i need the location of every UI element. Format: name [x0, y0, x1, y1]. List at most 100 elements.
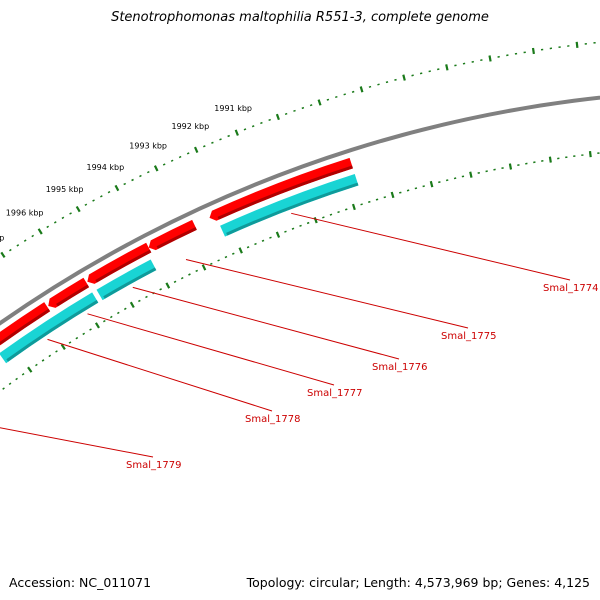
- ruler-minor-tick: [109, 315, 113, 319]
- ruler-tick-label: 1996 kbp: [6, 209, 44, 218]
- ruler-minor-tick: [75, 336, 79, 340]
- ruler-minor-tick: [16, 244, 20, 247]
- gene-track: [0, 157, 359, 364]
- ruler-minor-tick: [224, 255, 228, 259]
- ruler-minor-tick: [301, 106, 305, 110]
- ruler-minor-tick: [61, 216, 65, 220]
- outer-ruler: [0, 41, 596, 259]
- ruler-minor-tick: [211, 141, 214, 144]
- ruler-tick-label: 1994 kbp: [87, 163, 125, 172]
- gene-label[interactable]: Smal_1778: [245, 414, 300, 425]
- ruler-minor-tick: [344, 208, 348, 211]
- ruler-minor-tick: [217, 259, 220, 262]
- ruler-minor-tick: [53, 221, 57, 224]
- ruler-minor-tick: [269, 236, 272, 239]
- ruler-minor-tick: [123, 307, 127, 311]
- ruler-minor-tick: [41, 359, 45, 362]
- ruler-major-tick: [402, 74, 406, 81]
- ruler-major-tick: [429, 180, 434, 188]
- ruler-major-tick: [359, 86, 364, 93]
- forward-gene-shade: [0, 308, 51, 345]
- gene-label-leader: [291, 212, 571, 281]
- ruler-minor-tick: [170, 159, 174, 162]
- ruler-tick-label: 1992 kbp: [172, 122, 210, 131]
- reverse-gene: [96, 259, 157, 301]
- ruler-major-tick: [60, 343, 66, 351]
- gene-label[interactable]: Smal_1779: [126, 460, 181, 471]
- reverse-gene: [0, 292, 99, 364]
- ruler-minor-tick: [246, 246, 250, 249]
- ruler-major-tick: [0, 251, 6, 259]
- ruler-major-tick: [275, 113, 280, 121]
- ruler-minor-tick: [284, 112, 288, 115]
- gene-label-leader: [87, 313, 335, 386]
- ruler-major-tick: [548, 156, 552, 163]
- ruler-minor-tick: [68, 341, 72, 344]
- ruler-minor-tick: [31, 234, 35, 238]
- ruler-minor-tick: [351, 90, 355, 93]
- gene-label[interactable]: Smal_1775: [441, 331, 496, 342]
- ruler-minor-tick: [195, 269, 199, 273]
- ruler-minor-tick: [375, 198, 379, 201]
- ruler-tick-label: 1991 kbp: [214, 104, 252, 113]
- ruler-minor-tick: [2, 387, 5, 390]
- ruler-minor-tick: [306, 221, 310, 225]
- ruler-minor-tick: [219, 138, 222, 141]
- ruler-minor-tick: [180, 276, 184, 280]
- ruler-tick-labels: 2000 kbp1999 kbp1998 kbp1997 kbp1996 kbp…: [0, 104, 252, 243]
- ruler-minor-tick: [48, 354, 52, 358]
- ruler-minor-tick: [82, 332, 86, 336]
- ruler-major-tick: [234, 129, 239, 136]
- ruler-minor-tick: [23, 239, 27, 242]
- gene-label[interactable]: Smal_1774: [543, 283, 598, 294]
- ruler-major-tick: [193, 146, 199, 154]
- ruler-minor-tick: [209, 262, 213, 266]
- ruler-minor-tick: [46, 225, 50, 229]
- ruler-minor-tick: [103, 319, 106, 323]
- ruler-minor-tick: [329, 213, 333, 216]
- map-title: Stenotrophomonas maltophilia R551-3, com…: [111, 10, 489, 25]
- ruler-minor-tick: [8, 248, 12, 252]
- ruler-minor-tick: [145, 295, 148, 299]
- ruler-minor-tick: [261, 239, 265, 242]
- ruler-minor-tick: [251, 125, 255, 128]
- gene-label[interactable]: Smal_1777: [307, 388, 362, 399]
- forward-gene-shade: [95, 249, 152, 283]
- ruler-minor-tick: [254, 242, 257, 246]
- ruler-minor-tick: [69, 212, 72, 215]
- ruler-minor-tick: [21, 373, 25, 376]
- reverse-gene-shade: [103, 267, 157, 299]
- ruler-major-tick: [313, 217, 318, 224]
- ruler-minor-tick: [268, 118, 271, 121]
- ruler-minor-tick: [138, 299, 141, 303]
- gene-label[interactable]: Smal_1776: [372, 362, 427, 373]
- ruler-major-tick: [114, 184, 120, 192]
- forward-gene: [48, 277, 90, 308]
- ruler-minor-tick: [322, 216, 325, 219]
- gene-label-leader: [185, 259, 469, 329]
- reverse-gene-shade: [226, 182, 359, 236]
- inner-ruler: [2, 150, 600, 390]
- ruler-minor-tick: [107, 190, 111, 194]
- gene-labels: Smal_1779 Smal_1778 Smal_1777 Smal_1776 Smal…: [0, 212, 598, 471]
- ruler-major-tick: [94, 322, 100, 329]
- genome-summary-text: Topology: circular; Length: 4,573,969 bp…: [246, 575, 590, 590]
- ruler-minor-tick: [186, 152, 190, 155]
- ruler-tick-label: 1995 kbp: [46, 185, 84, 194]
- ruler-minor-tick: [284, 230, 287, 233]
- ruler-minor-tick: [231, 252, 235, 255]
- ruler-major-tick: [275, 231, 281, 238]
- ruler-major-tick: [390, 191, 395, 199]
- ruler-major-tick: [317, 99, 322, 106]
- ruler-minor-tick: [89, 328, 92, 331]
- ruler-major-tick: [351, 203, 356, 211]
- ruler-minor-tick: [337, 211, 340, 214]
- ruler-major-tick: [469, 171, 473, 178]
- genome-backbone: [0, 95, 600, 326]
- accession-text: Accession: NC_011071: [9, 575, 152, 590]
- ruler-major-tick: [129, 301, 135, 309]
- ruler-minor-tick: [147, 171, 150, 174]
- ruler-major-tick: [488, 55, 492, 62]
- ruler-minor-tick: [159, 288, 162, 291]
